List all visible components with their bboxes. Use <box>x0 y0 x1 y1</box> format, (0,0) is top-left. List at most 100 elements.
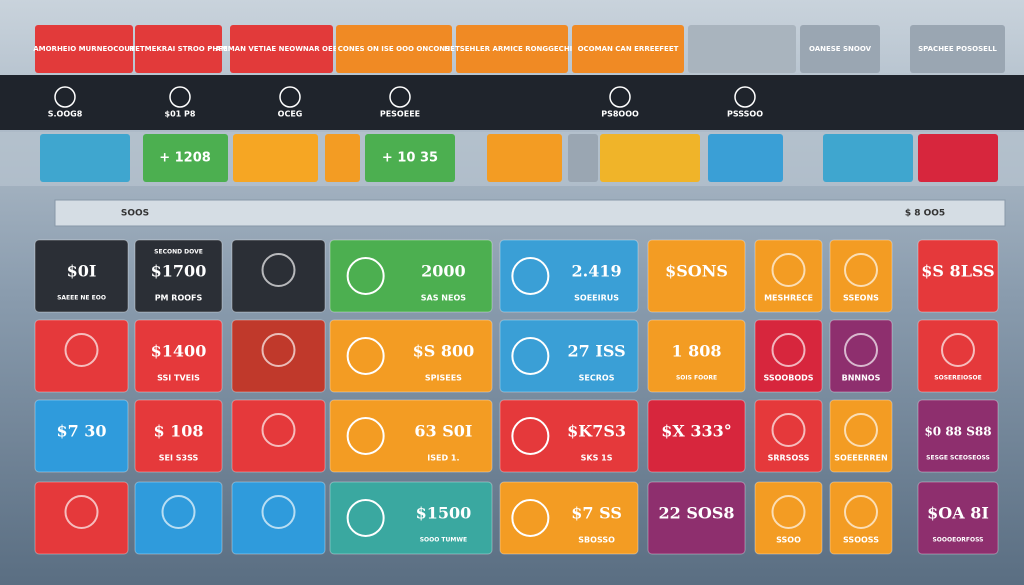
tab[interactable] <box>135 25 222 73</box>
tile-value: 1 808 <box>671 342 721 361</box>
tile[interactable] <box>829 319 893 393</box>
bar <box>54 199 1006 227</box>
tile-icon <box>844 413 878 447</box>
icon <box>389 86 411 108</box>
tile-icon <box>511 337 550 375</box>
strip-tile[interactable] <box>918 134 998 182</box>
tile[interactable] <box>134 481 223 555</box>
tile[interactable] <box>829 399 893 473</box>
tile-value: $X 333° <box>661 422 732 441</box>
tile-caption: SAEEE NE EOO <box>57 295 106 302</box>
tile-caption: SSI TVEIS <box>157 374 200 383</box>
tile[interactable] <box>647 319 746 393</box>
tile[interactable] <box>34 399 129 473</box>
tile[interactable] <box>829 239 893 313</box>
tile[interactable] <box>754 319 823 393</box>
header-label: PS8OOO <box>601 110 639 119</box>
tab-label: SPACHEE POSOSELL <box>918 45 997 53</box>
strip-tile[interactable] <box>708 134 783 182</box>
tile-value: $1700 <box>151 262 207 281</box>
header-band <box>0 75 1024 130</box>
tab-label: OCOMAN CAN ERREEFEET <box>578 45 679 53</box>
bar-label: SOOS <box>121 209 149 219</box>
tab-label: CONES ON ISE OOO ONCONS <box>338 45 450 53</box>
tab-label: OANESE SNOOV <box>809 45 872 53</box>
tile-icon <box>511 257 550 295</box>
tab[interactable] <box>572 25 684 73</box>
tile[interactable] <box>34 239 129 313</box>
tile-caption: SSEONS <box>843 294 879 303</box>
strip-tile[interactable] <box>487 134 562 182</box>
tile[interactable] <box>134 319 223 393</box>
tile-caption: SAS NEOS <box>421 294 466 303</box>
tile-icon <box>771 333 806 367</box>
tile[interactable] <box>754 481 823 555</box>
tile[interactable] <box>329 239 493 313</box>
strip-tile[interactable] <box>325 134 360 182</box>
tile[interactable] <box>917 399 999 473</box>
tile[interactable] <box>647 481 746 555</box>
tile-icon <box>346 337 385 375</box>
tab[interactable] <box>336 25 452 73</box>
strip-tile[interactable] <box>823 134 913 182</box>
header-label: PSSSOO <box>727 110 763 119</box>
tile-icon <box>771 413 806 447</box>
tab[interactable] <box>35 25 133 73</box>
tile-caption: SOIS FOORE <box>676 375 717 382</box>
tile-icon <box>346 417 385 455</box>
tile-caption: SRRSOSS <box>768 454 810 463</box>
tile-caption: ISED 1. <box>427 454 459 463</box>
tile[interactable] <box>134 399 223 473</box>
tile[interactable] <box>34 481 129 555</box>
tile-icon <box>261 333 296 367</box>
tile-value: $K7S3 <box>567 422 626 441</box>
tile[interactable] <box>917 319 999 393</box>
tile-caption: SBOSSO <box>578 536 615 545</box>
tile-value: $ 108 <box>153 422 203 441</box>
tile-icon <box>261 253 296 287</box>
tab[interactable] <box>910 25 1005 73</box>
tile[interactable] <box>829 481 893 555</box>
tile[interactable] <box>231 319 326 393</box>
strip-tile[interactable] <box>568 134 598 182</box>
strip-tile[interactable] <box>233 134 318 182</box>
tile-caption: MESHRECE <box>764 294 813 303</box>
tile-caption: SOEEERREN <box>834 454 887 463</box>
tile-value: $S 800 <box>413 342 475 361</box>
tab[interactable] <box>456 25 568 73</box>
header-label: PESOEEE <box>380 110 420 119</box>
tile[interactable] <box>917 481 999 555</box>
strip-tile[interactable] <box>600 134 700 182</box>
tile[interactable] <box>647 239 746 313</box>
tile-value: 2000 <box>421 262 466 281</box>
tile-caption: SECROS <box>579 374 615 383</box>
tile[interactable] <box>134 239 223 313</box>
tile[interactable] <box>647 399 746 473</box>
tile-icon <box>844 333 878 367</box>
tab[interactable] <box>800 25 880 73</box>
tile-value: $SONS <box>665 262 728 281</box>
tile[interactable] <box>754 399 823 473</box>
tile-value: $S 8LSS <box>921 262 994 281</box>
tile-value: 27 ISS <box>568 342 626 361</box>
strip-tile[interactable] <box>40 134 130 182</box>
tile-icon <box>64 495 99 529</box>
tile[interactable] <box>231 399 326 473</box>
strip-tile[interactable] <box>143 134 228 182</box>
tab[interactable] <box>230 25 333 73</box>
tile-icon <box>771 495 806 529</box>
tile-value: $7 30 <box>56 422 106 441</box>
tile[interactable] <box>231 481 326 555</box>
tile[interactable] <box>754 239 823 313</box>
tile-icon <box>771 253 806 287</box>
tile-value: $1400 <box>151 342 207 361</box>
tile[interactable] <box>917 239 999 313</box>
strip-tile[interactable] <box>365 134 455 182</box>
tile-icon <box>261 413 296 447</box>
tab[interactable] <box>688 25 796 73</box>
tile[interactable] <box>231 239 326 313</box>
header-label: OCEG <box>278 110 303 119</box>
tile-caption: SESGE SCEOSEOSS <box>926 455 990 462</box>
tile[interactable] <box>34 319 129 393</box>
